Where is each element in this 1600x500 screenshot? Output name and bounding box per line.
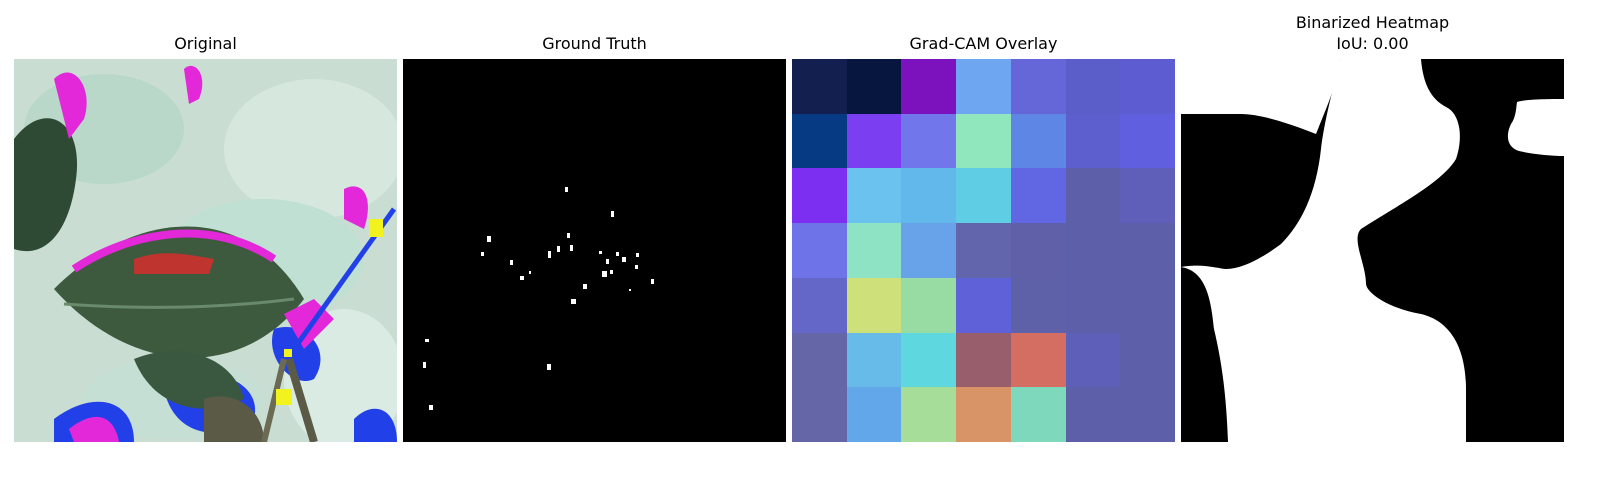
heatmap-cell (1011, 114, 1066, 168)
heatmap-cell (792, 387, 847, 442)
heatmap-cell (1011, 168, 1066, 223)
heatmap-cell (1120, 387, 1175, 442)
heatmap-cell (847, 278, 901, 333)
panel-title: Grad-CAM Overlay (909, 34, 1058, 53)
heatmap-cell (1120, 59, 1175, 114)
heatmap-cell (1120, 114, 1175, 168)
heatmap-cell (792, 333, 847, 387)
heatmap-cell (1011, 333, 1066, 387)
heatmap-cell (1066, 333, 1120, 387)
panel-title: Ground Truth (542, 34, 647, 53)
heatmap-cell (901, 114, 956, 168)
panel-title: Binarized Heatmap IoU: 0.00 (1181, 12, 1564, 54)
heatmap-cell (1066, 223, 1120, 278)
heatmap-cell (792, 223, 847, 278)
heatmap-cell (847, 387, 901, 442)
original-image (14, 59, 397, 442)
heatmap-cell (1120, 278, 1175, 333)
heatmap-cell (956, 168, 1011, 223)
heatmap-cell (792, 114, 847, 168)
panel-gradcam-overlay: Grad-CAM Overlay (792, 0, 1175, 442)
panel-original: Original (14, 0, 397, 442)
heatmap-cell (1066, 59, 1120, 114)
binarized-heatmap-mask (1181, 59, 1564, 442)
heatmap-cell (1120, 168, 1175, 223)
heatmap-cell (1120, 333, 1175, 387)
heatmap-cell (901, 387, 956, 442)
heatmap-cell (956, 278, 1011, 333)
heatmap-cell (901, 59, 956, 114)
heatmap-cell (1066, 387, 1120, 442)
iou-label: IoU: 0.00 (1336, 34, 1409, 53)
panel-binarized-heatmap: Binarized Heatmap IoU: 0.00 (1181, 0, 1564, 442)
panel-title-line: Binarized Heatmap (1295, 13, 1450, 32)
heatmap-cell (901, 278, 956, 333)
heatmap-cell (847, 114, 901, 168)
heatmap-cell (847, 168, 901, 223)
heatmap-cell (792, 278, 847, 333)
heatmap-cell (956, 114, 1011, 168)
heatmap-cell (792, 59, 847, 114)
heatmap-cell (1066, 114, 1120, 168)
ground-truth-mask (403, 59, 786, 442)
heatmap-cell (956, 223, 1011, 278)
heatmap-cell (901, 333, 956, 387)
heatmap-cell (956, 59, 1011, 114)
heatmap-cell (1120, 223, 1175, 278)
heatmap-cell (1011, 59, 1066, 114)
heatmap-cell (901, 168, 956, 223)
heatmap-cell (956, 333, 1011, 387)
heatmap-cell (847, 59, 901, 114)
heatmap-cell (792, 168, 847, 223)
panel-title: Original (174, 34, 237, 53)
heatmap-cell (1066, 168, 1120, 223)
heatmap-cell (1011, 278, 1066, 333)
heatmap-cell (956, 387, 1011, 442)
heatmap-cell (1066, 278, 1120, 333)
heatmap-cell (1011, 223, 1066, 278)
gradcam-heatmap (792, 59, 1175, 442)
heatmap-cell (847, 223, 901, 278)
panel-ground-truth: Ground Truth (403, 0, 786, 442)
heatmap-cell (901, 223, 956, 278)
heatmap-cell (1011, 387, 1066, 442)
heatmap-cell (847, 333, 901, 387)
